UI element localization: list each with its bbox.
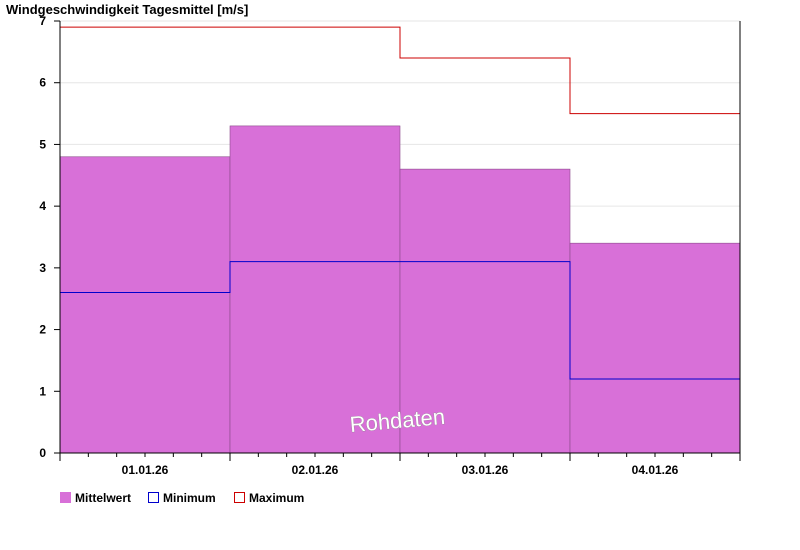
y-tick-label: 5 <box>39 137 46 151</box>
bar-mittelwert <box>229 125 401 454</box>
y-tick-label: 6 <box>39 76 46 90</box>
step-line-minimum <box>59 261 741 453</box>
legend-swatch-mittelwert <box>60 492 71 503</box>
x-tick-label: 03.01.26 <box>462 463 509 477</box>
bar-mittelwert <box>59 156 231 454</box>
legend-label: Maximum <box>249 491 304 505</box>
y-tick-label: 7 <box>39 14 46 28</box>
y-tick-label: 4 <box>39 199 46 213</box>
legend-swatch-minimum <box>148 492 159 503</box>
y-tick-label: 0 <box>39 446 46 460</box>
x-tick-label: 01.01.26 <box>122 463 169 477</box>
legend-label: Minimum <box>163 491 216 505</box>
step-line-maximum <box>59 26 741 453</box>
y-tick-label: 2 <box>39 323 46 337</box>
x-tick-label: 02.01.26 <box>292 463 339 477</box>
x-tick-label: 04.01.26 <box>632 463 679 477</box>
y-axis-ticks: 0 1 2 3 4 5 6 7 <box>39 14 60 460</box>
legend: Mittelwert Minimum Maximum <box>60 491 304 505</box>
legend-label: Mittelwert <box>75 491 131 505</box>
bar-mittelwert <box>399 168 571 454</box>
y-tick-label: 3 <box>39 261 46 275</box>
y-tick-label: 1 <box>39 384 46 398</box>
legend-swatch-maximum <box>234 492 245 503</box>
bar-mittelwert <box>569 242 741 454</box>
x-axis-ticks: 01.01.26 02.01.26 03.01.26 04.01.26 <box>59 453 741 477</box>
step-lines <box>59 26 741 453</box>
bars-mittelwert <box>59 125 741 454</box>
chart-title: Windgeschwindigkeit Tagesmittel [m/s] <box>6 2 248 17</box>
